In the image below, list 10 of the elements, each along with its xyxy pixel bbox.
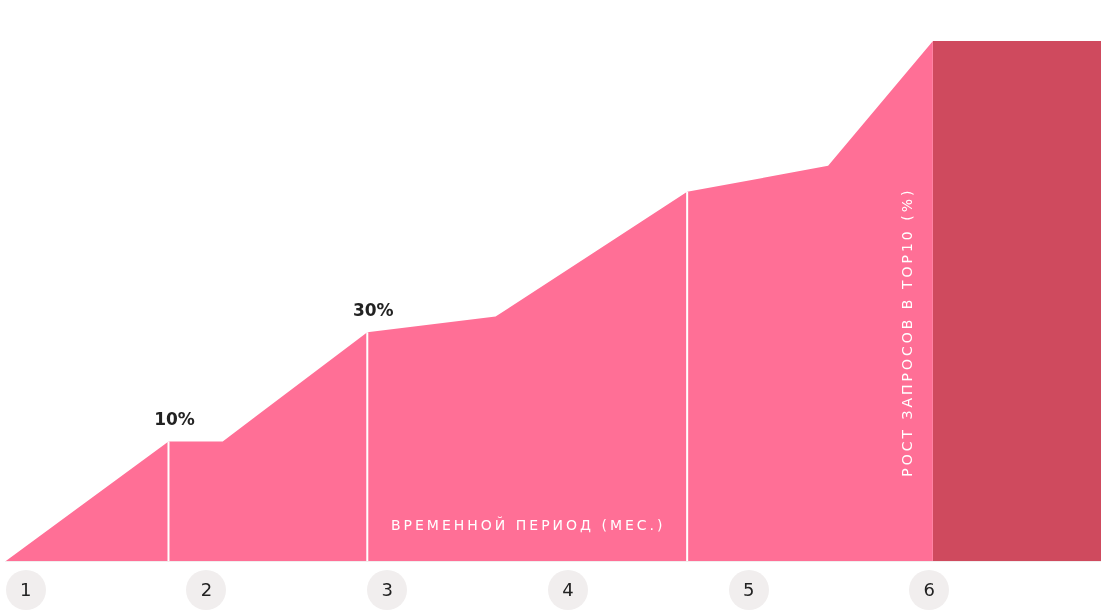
x-axis-title: ВРЕМЕННОЙ ПЕРИОД (МЕС.)	[390, 515, 666, 533]
annotation: 30%	[352, 300, 394, 321]
x-tick-label: 6	[923, 579, 936, 601]
x-tick-label: 1	[20, 579, 32, 601]
x-tick-label: 2	[200, 579, 213, 601]
y-axis-title: РОСТ ЗАПРОСОВ В TOP10 (%)	[898, 187, 915, 477]
annotation: 10%	[154, 409, 195, 430]
x-tick-label: 5	[742, 579, 755, 601]
x-tick-label: 3	[381, 579, 393, 601]
x-tick-label: 4	[562, 579, 574, 601]
